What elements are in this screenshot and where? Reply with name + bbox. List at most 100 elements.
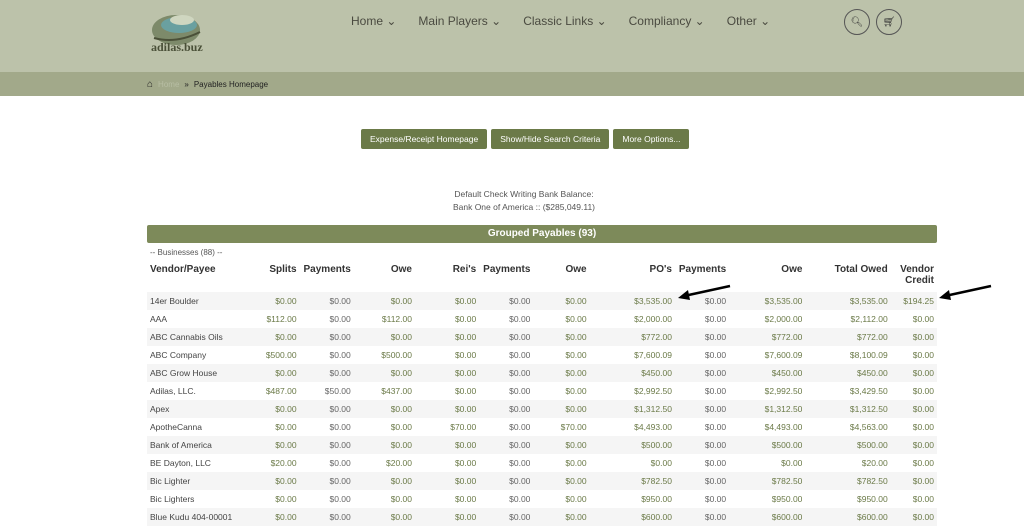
chevron-down-icon: ⌄ [491,14,502,28]
nav-compliancy[interactable]: Compliancy ⌄ [629,14,705,28]
column-header: Payments [678,264,727,275]
table-row[interactable]: ABC Company $500.00 $0.00 $500.00 $0.00 $0.00… [147,346,937,364]
amount-cell: $2,000.00 [634,314,672,324]
amount-cell: $4,493.00 [764,422,803,432]
nav-main-players[interactable]: Main Players ⌄ [418,14,501,28]
vendor-name[interactable]: BE Dayton, LLC [150,458,211,468]
amount-cell: $0.00 [704,458,727,468]
bank-balance-label: Default Check Writing Bank Balance: [454,189,594,199]
vendor-name[interactable]: Apex [147,400,248,418]
amount-cell: $0.00 [890,472,937,490]
amount-cell: $950.00 [857,494,888,504]
amount-cell: $0.00 [912,350,934,360]
amount-cell: $0.00 [353,400,415,418]
column-header: Owe [390,264,412,275]
amount-cell: $0.00 [247,328,300,346]
vendor-name[interactable]: AAA [150,314,168,324]
amount-cell: $0.00 [329,422,351,432]
table-row[interactable]: Bank of America $0.00 $0.00 $0.00 $0.00 $0.00… [147,436,937,454]
amount-cell: $600.00 [729,508,806,526]
amount-cell: $0.00 [565,314,587,324]
amount-cell: $20.00 [270,458,297,468]
toggle-search-criteria-button[interactable]: Show/Hide Search Criteria [491,129,610,149]
amount-cell: $7,600.09 [764,350,803,360]
arrow-annotation [678,284,731,300]
amount-cell: $0.00 [299,328,354,346]
amount-cell: $950.00 [641,494,672,504]
amount-cell: $0.00 [299,472,354,490]
column-header: Vendor/Payee [150,264,216,275]
action-buttons: Expense/Receipt Homepage Show/Hide Searc… [361,129,690,149]
amount-cell: $0.00 [329,494,351,504]
vendor-name[interactable]: ABC Cannabis Oils [147,328,248,346]
expense-receipt-homepage-button[interactable]: Expense/Receipt Homepage [361,129,488,149]
table-row[interactable]: ABC Cannabis Oils $0.00 $0.00 $0.00 $0.00 $0.… [147,328,937,346]
nav-other[interactable]: Other ⌄ [727,14,770,28]
amount-cell: $450.00 [589,364,675,382]
breadcrumb-home[interactable]: Home [158,79,180,89]
table-row[interactable]: BE Dayton, LLC $20.00 $0.00 $20.00 $0.00 $0.0… [147,454,937,472]
amount-cell: $0.00 [414,436,480,454]
amount-cell: $0.00 [533,436,590,454]
vendor-name[interactable]: 14er Boulder [147,292,248,310]
table-row[interactable]: Bic Lighters $0.00 $0.00 $0.00 $0.00 $0.00 $0.… [147,490,937,508]
vendor-name[interactable]: Bic Lighter [147,472,248,490]
nav-classic-links[interactable]: Classic Links ⌄ [523,14,606,28]
logo-text: adilas.buz [151,40,203,54]
vendor-name[interactable]: Adilas, LLC. [150,386,196,396]
home-icon[interactable]: ⌂ [147,78,154,90]
amount-cell: $0.00 [912,422,934,432]
table-row[interactable]: ApotheCanna $0.00 $0.00 $0.00 $70.00 $0.00 $70… [147,418,937,436]
amount-cell: $0.00 [414,472,480,490]
table-row[interactable]: AAA $112.00 $0.00 $112.00 $0.00 $0.00 $0.00 $2,… [147,310,937,328]
table-row[interactable]: ABC Grow House $0.00 $0.00 $0.00 $0.00 $0.00 $… [147,364,937,382]
table-row[interactable]: Apex $0.00 $0.00 $0.00 $0.00 $0.00 $0.00 $1,312… [147,400,937,418]
amount-cell: $0.00 [890,508,937,526]
column-header: Splits [269,264,297,275]
amount-cell: $0.00 [479,364,534,382]
search-button[interactable]: 🔍︎ [844,9,870,35]
amount-cell: $500.00 [805,436,891,454]
vendor-name[interactable]: ABC Company [150,350,207,360]
vendor-name[interactable]: Bank of America [147,436,248,454]
amount-cell: $0.00 [414,400,480,418]
double-chevron-icon: » [184,79,189,89]
amount-cell: $0.00 [454,458,477,468]
amount-cell: $1,312.50 [589,400,675,418]
amount-cell: $500.00 [729,436,806,454]
amount-cell: $0.00 [353,328,415,346]
amount-cell: $0.00 [390,494,412,504]
amount-cell: $0.00 [533,508,590,526]
table-row[interactable]: Bic Lighter $0.00 $0.00 $0.00 $0.00 $0.00 $0.0… [147,472,937,490]
grouped-payables-header: Grouped Payables (93) [147,225,937,243]
amount-cell: $0.00 [565,386,587,396]
chevron-down-icon: ⌄ [596,14,607,28]
column-header: Owe [565,264,587,275]
amount-cell: $0.00 [912,494,934,504]
adilas-logo[interactable] [146,8,206,58]
table-row[interactable]: 14er Boulder $0.00 $0.00 $0.00 $0.00 $0.00 $0.… [147,292,937,310]
amount-cell: $0.00 [533,364,590,382]
nav-home[interactable]: Home ⌄ [351,14,396,28]
amount-cell: $3,535.00 [729,292,806,310]
vendor-name[interactable]: Bic Lighters [150,494,195,504]
cart-button[interactable]: 🛒︎ [876,9,902,35]
more-options-button[interactable]: More Options... [613,129,690,149]
amount-cell: $782.50 [589,472,675,490]
amount-cell: $0.00 [533,472,590,490]
vendor-name[interactable]: Blue Kudu 404-00001 [147,508,248,526]
amount-cell: $0.00 [454,350,477,360]
amount-cell: $0.00 [912,458,934,468]
amount-cell: $0.00 [479,472,534,490]
amount-cell: $194.25 [890,292,937,310]
amount-cell: $0.00 [674,328,730,346]
table-row[interactable]: Adilas, LLC. $487.00 $50.00 $437.00 $0.00 $0.… [147,382,937,400]
bank-balance: Default Check Writing Bank Balance: Bank… [0,188,1024,214]
bank-balance-value: Bank One of America :: ($285,049.11) [452,202,596,212]
vendor-name[interactable]: ABC Grow House [147,364,248,382]
vendor-name[interactable]: ApotheCanna [150,422,202,432]
amount-cell: $7,600.09 [634,350,672,360]
table-row[interactable]: Blue Kudu 404-00001 $0.00 $0.00 $0.00 $0.00 $… [147,508,937,526]
amount-cell: $0.00 [247,364,300,382]
amount-cell: $600.00 [589,508,675,526]
